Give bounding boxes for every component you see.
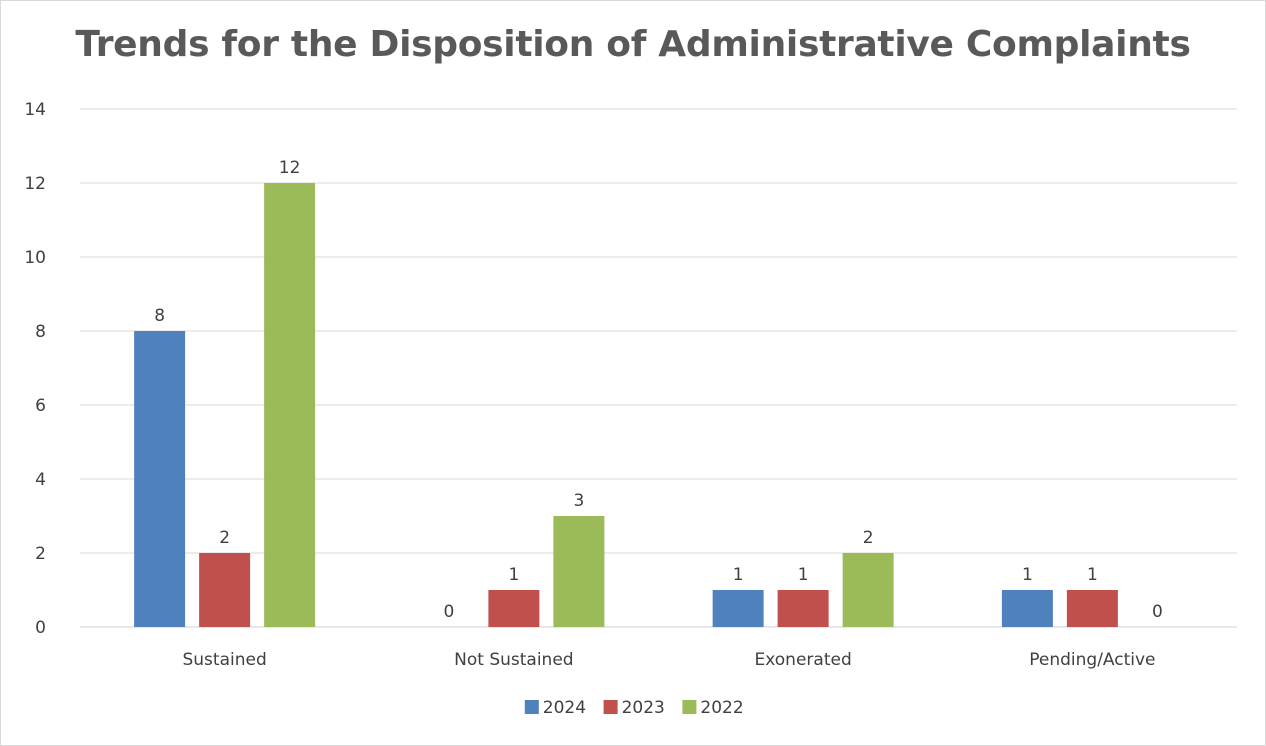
y-tick-label: 14 bbox=[24, 100, 46, 120]
data-label: 1 bbox=[733, 565, 744, 585]
y-tick-label: 6 bbox=[35, 396, 46, 416]
data-label: 8 bbox=[154, 306, 165, 326]
legend-swatch bbox=[682, 700, 697, 714]
bar bbox=[1066, 590, 1118, 627]
legend-swatch bbox=[603, 700, 618, 714]
data-label: 12 bbox=[279, 158, 301, 178]
y-tick-label: 0 bbox=[35, 618, 46, 638]
data-label: 3 bbox=[573, 491, 584, 511]
x-tick-label: Not Sustained bbox=[454, 650, 573, 670]
x-tick-label: Exonerated bbox=[755, 650, 852, 670]
bar bbox=[264, 183, 316, 627]
bar bbox=[842, 553, 894, 627]
y-tick-label: 8 bbox=[35, 322, 46, 342]
chart-title: Trends for the Disposition of Administra… bbox=[75, 24, 1191, 65]
data-label: 1 bbox=[798, 565, 809, 585]
x-tick-label: Sustained bbox=[182, 650, 266, 670]
data-label: 1 bbox=[1087, 565, 1098, 585]
data-label: 1 bbox=[508, 565, 519, 585]
data-label: 2 bbox=[219, 528, 230, 548]
y-tick-label: 10 bbox=[24, 248, 46, 268]
y-tick-label: 4 bbox=[35, 470, 46, 490]
legend-entry: 2024 bbox=[543, 698, 586, 718]
bar bbox=[199, 553, 251, 627]
data-label: 2 bbox=[863, 528, 874, 548]
bar bbox=[1001, 590, 1053, 627]
bar bbox=[777, 590, 829, 627]
bar bbox=[134, 331, 186, 627]
data-label: 0 bbox=[1152, 602, 1163, 622]
legend-swatch bbox=[524, 700, 539, 714]
y-tick-label: 12 bbox=[24, 174, 46, 194]
bar bbox=[488, 590, 540, 627]
data-label: 1 bbox=[1022, 565, 1033, 585]
y-tick-label: 2 bbox=[35, 544, 46, 564]
data-label: 0 bbox=[443, 602, 454, 622]
bar bbox=[553, 516, 605, 627]
bar bbox=[712, 590, 764, 627]
x-tick-label: Pending/Active bbox=[1029, 650, 1155, 670]
legend-entry: 2023 bbox=[622, 698, 665, 718]
legend-entry: 2022 bbox=[700, 698, 743, 718]
